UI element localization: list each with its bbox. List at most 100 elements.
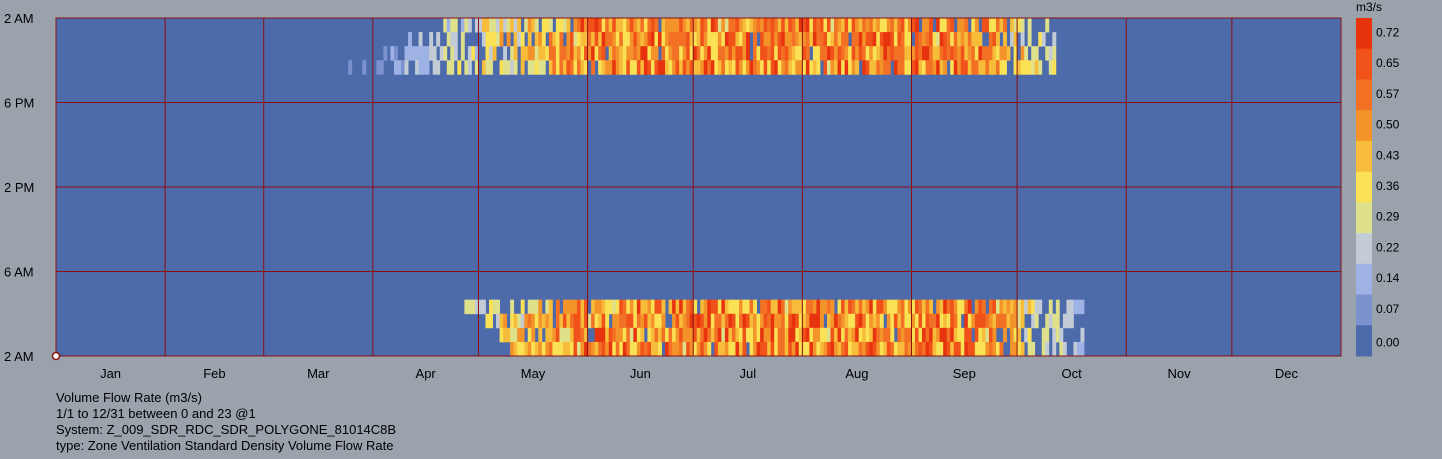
heatmap-cell — [650, 327, 655, 343]
heatmap-cell — [851, 299, 856, 315]
heatmap-cell — [513, 32, 518, 47]
heatmap-cell — [915, 32, 919, 47]
heatmap-cell — [577, 313, 581, 329]
heatmap-cell — [577, 32, 581, 47]
heatmap-cell — [580, 327, 585, 343]
heatmap-cell — [668, 60, 673, 75]
heatmap-cell — [964, 313, 969, 329]
heatmap-cell — [985, 313, 990, 329]
heatmap-cell — [668, 341, 673, 357]
heatmap-cell — [696, 341, 701, 357]
heatmap-cell — [746, 32, 750, 47]
heatmap-cell — [570, 32, 574, 47]
heatmap-cell — [721, 313, 726, 329]
heatmap-cell — [714, 18, 719, 33]
heatmap-cell — [946, 18, 951, 33]
heatmap-cell — [665, 327, 669, 343]
heatmap-cell — [562, 313, 567, 329]
heatmap-cell — [584, 341, 588, 357]
heatmap-cell — [686, 32, 691, 47]
heatmap-cell — [489, 60, 493, 75]
heatmap-cell — [760, 313, 765, 329]
heatmap-cell — [971, 313, 976, 329]
heatmap-cell — [601, 327, 606, 343]
heatmap-cell — [612, 32, 617, 47]
heatmap-cell — [819, 299, 824, 315]
heatmap-cell — [457, 60, 462, 75]
heatmap-cell — [872, 60, 877, 75]
heatmap-cell — [788, 32, 793, 47]
heatmap-cell — [798, 60, 803, 75]
heatmap-cell — [728, 341, 733, 357]
heatmap-cell — [566, 327, 571, 343]
heatmap-cell — [636, 32, 641, 47]
heatmap-cell — [612, 327, 617, 343]
heatmap-cell — [932, 60, 937, 75]
heatmap-cell — [893, 313, 898, 329]
x-tick-label: Jan — [100, 366, 121, 381]
heatmap-cell — [682, 327, 687, 343]
heatmap-cell — [534, 46, 539, 61]
heatmap-cell — [608, 46, 613, 61]
heatmap-cell — [1045, 327, 1050, 343]
heatmap-cell — [862, 313, 867, 329]
heatmap-cell — [872, 327, 877, 343]
y-tick-label: 2 AM — [4, 349, 34, 364]
heatmap-cell — [756, 18, 761, 33]
heatmap-cell — [791, 341, 796, 357]
heatmap-cell — [703, 60, 708, 75]
heatmap-cell — [496, 18, 500, 33]
heatmap-cell — [383, 46, 388, 61]
heatmap-cell — [904, 32, 909, 47]
heatmap-cell — [580, 32, 585, 47]
heatmap-cell — [453, 32, 458, 47]
heatmap-cell — [1080, 327, 1085, 343]
heatmap-cell — [517, 32, 522, 47]
heatmap-cell — [1003, 327, 1007, 343]
heatmap-cell — [626, 327, 631, 343]
heatmap-cell — [936, 60, 941, 75]
heatmap-cell — [689, 18, 694, 33]
heatmap-cell — [936, 341, 941, 357]
heatmap-cell — [767, 341, 772, 357]
heatmap-cell — [848, 327, 853, 343]
heatmap-cell — [802, 32, 807, 47]
heatmap-cell — [619, 18, 624, 33]
heatmap-cell — [464, 60, 469, 75]
heatmap-cell — [439, 46, 444, 61]
heatmap-cell — [1017, 18, 1022, 33]
heatmap-cell — [791, 60, 796, 75]
heatmap-cell — [749, 60, 754, 75]
heatmap-cell — [647, 32, 652, 47]
heatmap-cell — [408, 46, 412, 61]
heatmap-cell — [830, 18, 835, 33]
heatmap-cell — [703, 327, 708, 343]
heatmap-cell — [489, 46, 493, 61]
heatmap-cell — [654, 46, 659, 61]
heatmap-cell — [805, 46, 810, 61]
heatmap-cell — [710, 60, 715, 75]
heatmap-cell — [513, 18, 518, 33]
heatmap-cell — [907, 341, 912, 357]
heatmap-cell — [865, 46, 870, 61]
heatmap-cell — [798, 313, 803, 329]
heatmap-cell — [527, 32, 532, 47]
heatmap-cell — [992, 18, 997, 33]
heatmap-cell — [791, 32, 796, 47]
heatmap-cell — [879, 327, 884, 343]
heatmap-cell — [562, 299, 567, 315]
heatmap-cell — [647, 327, 652, 343]
heatmap-cell — [798, 327, 803, 343]
heatmap-cell — [929, 32, 934, 47]
heatmap-cell — [1020, 46, 1025, 61]
heatmap-cell — [784, 341, 789, 357]
heatmap-cell — [696, 313, 701, 329]
heatmap-cell — [795, 18, 800, 33]
heatmap-cell — [883, 341, 888, 357]
heatmap-cell — [686, 60, 691, 75]
heatmap-cell — [615, 299, 620, 315]
heatmap-cell — [517, 341, 522, 357]
heatmap-cell — [1024, 60, 1029, 75]
heatmap-cell — [897, 327, 902, 343]
heatmap-cell — [489, 18, 493, 33]
